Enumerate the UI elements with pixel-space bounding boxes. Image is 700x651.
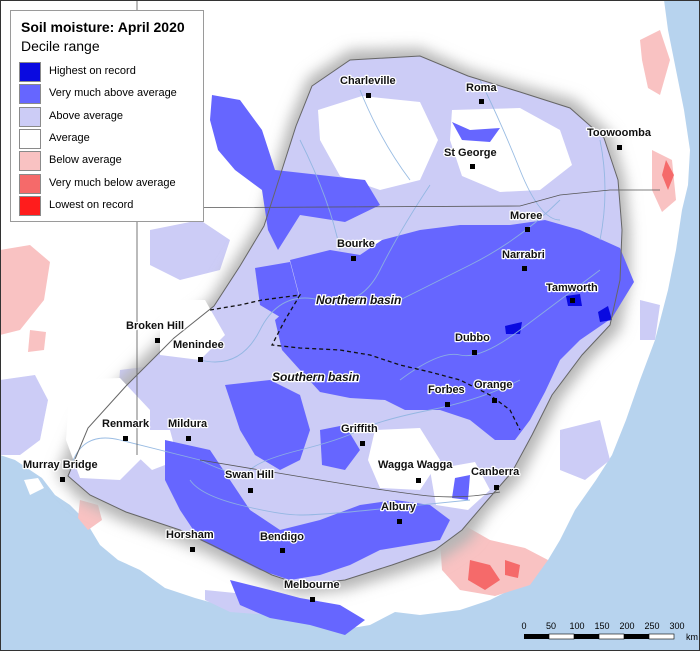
town-label-renmark: Renmark <box>102 418 150 430</box>
town-marker <box>351 256 356 261</box>
legend-title: Soil moisture: April 2020 <box>21 19 185 35</box>
legend: Soil moisture: April 2020 Decile range H… <box>10 10 204 222</box>
town-marker <box>472 350 477 355</box>
town-label-toowoomba: Toowoomba <box>587 127 652 139</box>
town-marker <box>397 519 402 524</box>
legend-swatch <box>19 129 41 149</box>
rivers <box>69 79 606 516</box>
town-label-st-george: St George <box>444 147 497 159</box>
town-marker <box>445 402 450 407</box>
town-marker <box>525 227 530 232</box>
scale-tick-50: 50 <box>546 621 556 631</box>
town-label-tamworth: Tamworth <box>546 282 598 294</box>
legend-swatch <box>19 84 41 104</box>
town-label-canberra: Canberra <box>471 466 520 478</box>
scale-tick-100: 100 <box>569 621 584 631</box>
legend-label: Very much below average <box>49 177 176 189</box>
scale-tick-200: 200 <box>619 621 634 631</box>
basin-outline <box>67 55 623 586</box>
very-much-above-average <box>165 95 634 635</box>
legend-label: Very much above average <box>49 87 177 99</box>
legend-swatch <box>19 196 41 216</box>
legend-label: Above average <box>49 110 123 122</box>
legend-label: Lowest on record <box>49 199 134 211</box>
town-label-orange: Orange <box>474 379 513 391</box>
island <box>24 478 44 495</box>
town-label-forbes: Forbes <box>428 384 465 396</box>
legend-swatch <box>19 174 41 194</box>
basin-divider <box>209 294 521 431</box>
town-marker <box>190 547 195 552</box>
town-label-broken-hill: Broken Hill <box>126 320 184 332</box>
town-marker <box>479 99 484 104</box>
town-marker <box>198 357 203 362</box>
scale-bar: 0 50 100 150 200 250 300 km <box>521 621 698 642</box>
town-label-menindee: Menindee <box>173 339 224 351</box>
legend-item-below-average: Below average <box>19 151 203 171</box>
towns: Charleville Roma Toowoomba St George Mor… <box>22 74 653 602</box>
legend-item-very-much-below-average: Very much below average <box>19 174 203 194</box>
town-label-murray-bridge: Murray Bridge <box>23 459 98 471</box>
town-label-narrabri: Narrabri <box>502 249 545 261</box>
town-marker <box>570 298 575 303</box>
town-marker <box>494 485 499 490</box>
town-marker <box>60 477 65 482</box>
town-marker <box>360 441 365 446</box>
legend-item-lowest-on-record: Lowest on record <box>19 196 203 216</box>
legend-subtitle: Decile range <box>21 38 100 54</box>
town-marker <box>310 597 315 602</box>
town-marker <box>617 145 622 150</box>
town-marker <box>522 266 527 271</box>
town-marker <box>492 398 497 403</box>
town-marker <box>123 436 128 441</box>
legend-label: Below average <box>49 154 122 166</box>
town-label-melbourne: Melbourne <box>284 579 340 591</box>
town-label-dubbo: Dubbo <box>455 332 490 344</box>
town-label-horsham: Horsham <box>166 529 214 541</box>
town-label-moree: Moree <box>510 210 542 222</box>
town-label-wagga-wagga: Wagga Wagga <box>378 459 453 471</box>
scale-tick-0: 0 <box>521 621 526 631</box>
legend-swatch <box>19 62 41 82</box>
town-marker <box>470 164 475 169</box>
town-marker <box>366 93 371 98</box>
town-marker <box>186 436 191 441</box>
legend-label: Average <box>49 132 90 144</box>
northern-basin-label: Northern basin <box>316 293 401 307</box>
town-label-bendigo: Bendigo <box>260 531 304 543</box>
scale-tick-250: 250 <box>644 621 659 631</box>
legend-item-very-much-above-average: Very much above average <box>19 84 203 104</box>
town-marker <box>155 338 160 343</box>
town-marker <box>280 548 285 553</box>
legend-swatch <box>19 151 41 171</box>
basin-average-patches <box>66 96 572 510</box>
town-label-bourke: Bourke <box>337 238 375 250</box>
town-label-swan-hill: Swan Hill <box>225 469 274 481</box>
town-label-albury: Albury <box>381 501 417 513</box>
legend-label: Highest on record <box>49 65 136 77</box>
town-label-charleville: Charleville <box>340 75 396 87</box>
legend-item-highest-on-record: Highest on record <box>19 62 203 82</box>
legend-item-average: Average <box>19 129 203 149</box>
legend-swatch <box>19 107 41 127</box>
legend-item-above-average: Above average <box>19 107 203 127</box>
very-much-below-outside <box>468 160 674 590</box>
town-marker <box>416 478 421 483</box>
town-marker <box>248 488 253 493</box>
scale-tick-150: 150 <box>594 621 609 631</box>
town-label-griffith: Griffith <box>341 423 378 435</box>
town-label-mildura: Mildura <box>168 418 208 430</box>
scale-unit: km <box>686 632 698 642</box>
town-label-roma: Roma <box>466 82 497 94</box>
scale-tick-300: 300 <box>669 621 684 631</box>
southern-basin-label: Southern basin <box>272 370 359 384</box>
